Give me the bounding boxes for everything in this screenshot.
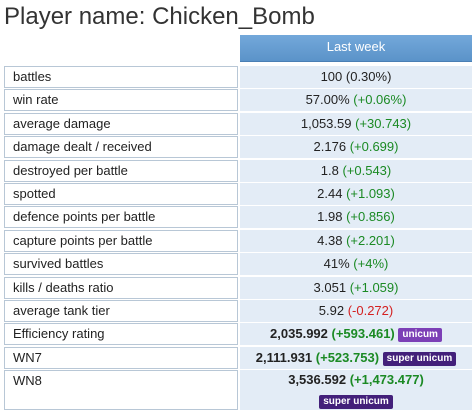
rating-change: (+523.753) [315,349,380,365]
stat-row-defence: defence points per battle 1.98 (+0.856) [4,206,473,229]
stat-label: survived battles [4,253,238,276]
player-name-title: Player name: Chicken_Bomb [4,3,315,30]
rating-row-efficiency: Efficiency rating 2,035.992 (+593.461) u… [4,323,473,346]
stat-value-cell: 41% (+4%) [240,253,472,276]
rating-row-wn7: WN7 2,111.931 (+523.753) super unicum [4,346,473,369]
stat-value: 2.44 [317,185,343,201]
rating-label: Efficiency rating [4,323,238,346]
rating-value: 2,111.931 [255,349,313,365]
stat-value: 5.92 [318,302,345,318]
stat-row-spotted: spotted 2.44 (+1.093) [4,182,473,205]
stat-change: (+30.743) [355,115,412,131]
rating-badge-super-unicum: super unicum [319,395,393,410]
rating-label: WN8 [4,370,238,411]
rating-value: 3,536.592 [288,372,347,388]
stat-change: (+0.06%) [353,92,407,108]
stat-change: (+0.543) [342,162,392,178]
rating-badge-super-unicum: super unicum [382,351,457,366]
stat-value: 4.38 [317,232,343,248]
rating-row-wn8: WN8 3,536.592 (+1,473.477) super unicum [4,370,473,411]
stat-value: 41% [323,256,350,272]
stat-value-cell: 4.38 (+2.201) [240,229,472,252]
stat-label: destroyed per battle [4,159,238,182]
stat-label: average damage [4,112,238,135]
stat-value: 100 [320,69,343,84]
stat-change: (+0.856) [346,209,395,225]
stat-value-cell: 2.44 (+1.093) [240,182,472,205]
stat-value-cell: 1.8 (+0.543) [240,159,472,182]
stat-value-cell: 2.176 (+0.699) [240,136,472,159]
stat-value-cell: 5.92 (-0.272) [240,299,472,322]
stat-value-cell: 1,053.59 (+30.743) [240,112,472,135]
stat-label: defence points per battle [4,206,238,229]
stat-label: average tank tier [4,299,238,322]
stat-change: (+4%) [353,256,389,272]
stat-value: 1.98 [317,209,343,225]
stat-value: 1.8 [320,162,339,178]
rating-change: (+1,473.477) [349,372,424,388]
stat-label: capture points per battle [4,229,238,252]
stat-change: (-0.272) [347,302,394,318]
rating-value-cell: 2,035.992 (+593.461) unicum [240,323,472,346]
stat-value-cell: 3.051 (+1.059) [240,276,472,299]
stat-label: damage dealt / received [4,136,238,159]
stat-row-survived: survived battles 41% (+4%) [4,253,473,276]
stat-change: (+1.059) [349,279,399,295]
rating-label: WN7 [4,346,238,369]
column-header-last-week[interactable]: Last week [240,35,472,62]
stat-value-cell: 100 (0.30%) [240,66,472,88]
stat-change: (0.30%) [345,69,392,84]
stat-value: 57.00% [305,92,350,108]
stat-label: battles [4,66,238,88]
stat-value: 2.176 [313,139,347,155]
stat-value: 3.051 [313,279,347,295]
rating-value: 2,035.992 [270,326,328,342]
rating-value-cell: 2,111.931 (+523.753) super unicum [240,346,472,369]
stat-row-destroyed: destroyed per battle 1.8 (+0.543) [4,159,473,182]
rating-change: (+593.461) [331,326,395,342]
stat-row-win-rate: win rate 57.00% (+0.06%) [4,89,473,112]
stat-value: 1,053.59 [300,115,352,131]
stat-label: win rate [4,89,238,112]
stat-row-kd: kills / deaths ratio 3.051 (+1.059) [4,276,473,299]
stat-value-cell: 57.00% (+0.06%) [240,89,472,112]
stat-change: (+0.699) [349,139,399,155]
stat-row-damage-ratio: damage dealt / received 2.176 (+0.699) [4,136,473,159]
stat-change: (+2.201) [346,232,395,248]
stat-label: spotted [4,182,238,205]
stat-value-cell: 1.98 (+0.856) [240,206,472,229]
stats-table: battles 100 (0.30%) win rate 57.00% (+0.… [4,66,473,411]
stat-row-capture: capture points per battle 4.38 (+2.201) [4,229,473,252]
stat-label: kills / deaths ratio [4,276,238,299]
stat-row-average-damage: average damage 1,053.59 (+30.743) [4,112,473,135]
stat-row-battles: battles 100 (0.30%) [4,66,473,88]
stat-row-tank-tier: average tank tier 5.92 (-0.272) [4,299,473,322]
stat-change: (+1.093) [346,185,395,201]
rating-value-cell: 3,536.592 (+1,473.477) super unicum [240,370,472,411]
rating-badge-unicum: unicum [398,328,442,343]
